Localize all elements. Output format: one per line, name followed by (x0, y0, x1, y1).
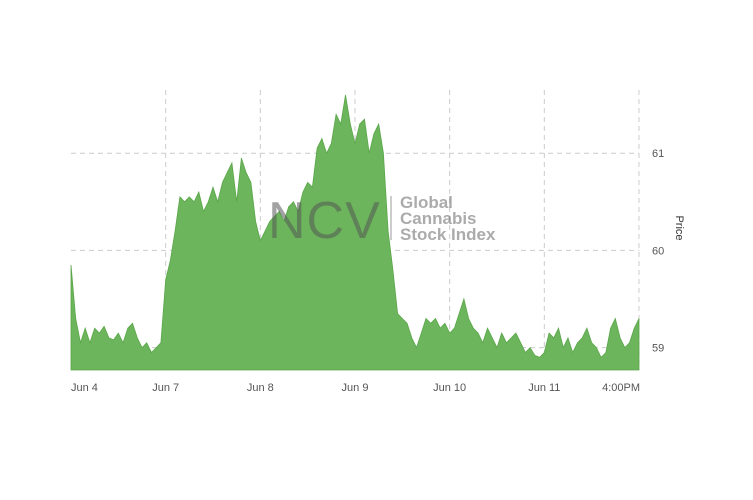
watermark-line-3: Stock Index (400, 225, 496, 244)
x-tick-label: Jun 11 (528, 382, 560, 394)
watermark-letters: NCV (268, 192, 381, 250)
y-axis-ticks: 59 60 61 (652, 148, 664, 354)
x-tick-label: Jun 10 (433, 382, 466, 394)
x-tick-label: Jun 4 (71, 382, 98, 394)
price-area (70, 94, 640, 371)
x-tick-label: Jun 8 (247, 382, 274, 394)
x-tick-label: Jun 7 (152, 382, 179, 394)
watermark-line-1: Global (400, 193, 453, 212)
y-tick-label: 59 (652, 343, 664, 355)
area-series (70, 94, 640, 371)
ncv-watermark: NCV Global Cannabis Stock Index (268, 192, 496, 250)
y-tick-label: 61 (652, 148, 664, 160)
x-tick-label: Jun 9 (342, 382, 369, 394)
y-tick-label: 60 (652, 245, 664, 257)
y-axis-title: Price (673, 215, 685, 240)
watermark-line-2: Cannabis (400, 209, 477, 228)
x-axis-ticks: Jun 4 Jun 7 Jun 8 Jun 9 Jun 10 Jun 11 4:00PM (71, 382, 640, 394)
x-tick-label: 4:00PM (602, 382, 640, 394)
